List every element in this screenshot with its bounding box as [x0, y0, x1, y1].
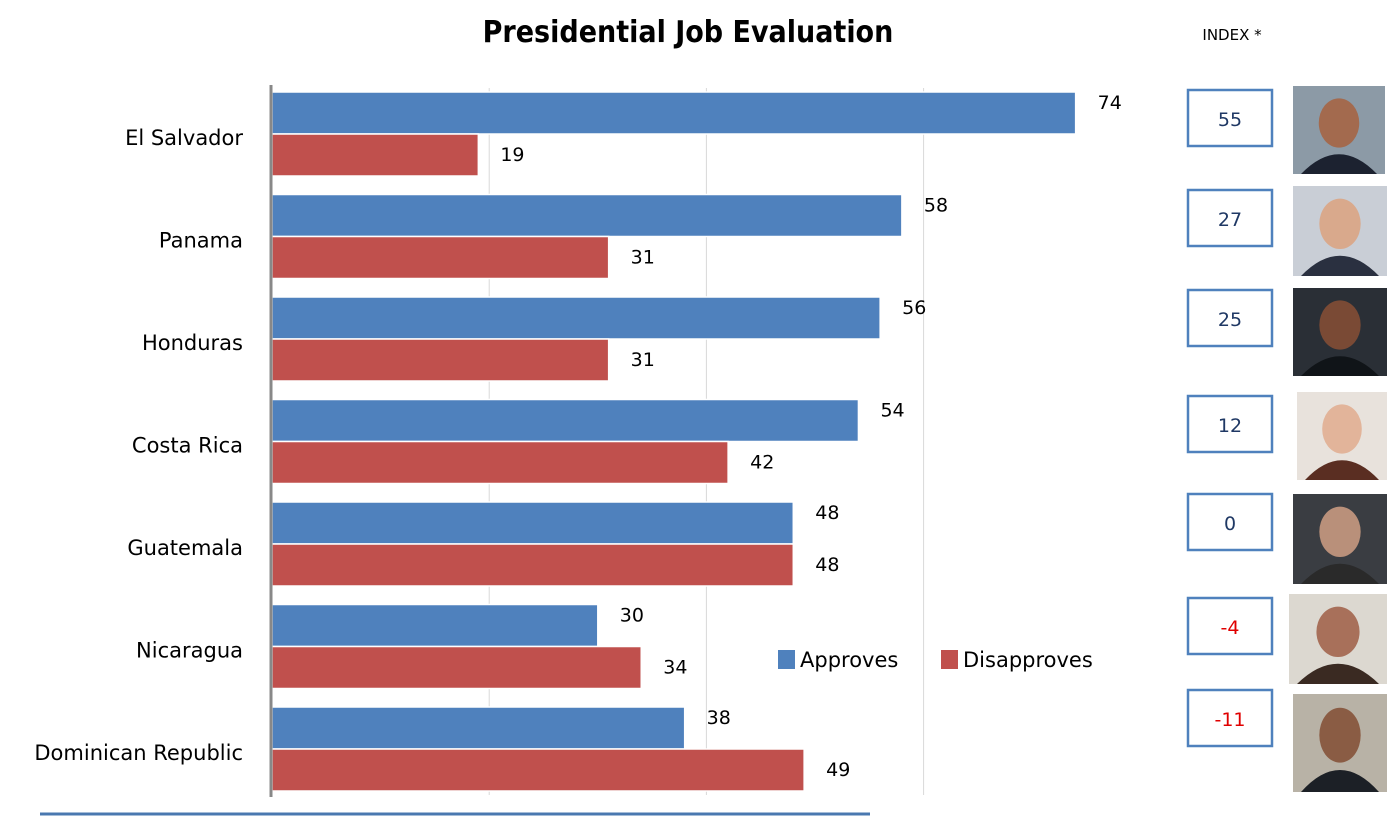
value-label-disapproves: 42 — [750, 452, 774, 474]
index-box — [1186, 596, 1274, 656]
category-label: El Salvador — [125, 126, 243, 150]
bar-approves — [271, 91, 1077, 135]
category-label: Nicaragua — [136, 639, 243, 663]
category-label: Dominican Republic — [34, 741, 243, 765]
index-value: 27 — [1218, 209, 1242, 231]
president-photo — [1293, 86, 1385, 174]
legend-label-approves: Approves — [800, 648, 898, 672]
bar-disapproves — [271, 235, 610, 280]
index-column: 55 27 25 12 0 -4 -11 — [1186, 88, 1274, 748]
index-box — [1186, 188, 1274, 248]
president-photo — [1289, 594, 1387, 684]
value-label-disapproves: 31 — [631, 349, 655, 371]
index-value: 0 — [1224, 513, 1236, 535]
photo-face — [1318, 98, 1360, 148]
legend-swatch-disapproves — [941, 650, 958, 669]
index-value: 25 — [1218, 309, 1242, 331]
value-labels: 74 19 58 31 56 31 54 42 48 48 30 34 38 49 — [500, 92, 1121, 781]
index-box — [1186, 88, 1274, 148]
photo-face — [1319, 506, 1361, 557]
category-label: Costa Rica — [132, 434, 243, 458]
index-value: -4 — [1221, 617, 1240, 639]
value-label-disapproves: 19 — [500, 144, 524, 166]
bar-disapproves — [271, 543, 795, 587]
bar-approves — [271, 603, 599, 648]
photo-face — [1319, 707, 1361, 763]
president-photo — [1297, 392, 1387, 480]
bars — [271, 91, 1077, 792]
photo-shoulders — [1297, 663, 1379, 684]
bar-approves — [271, 398, 860, 443]
value-label-approves: 56 — [902, 297, 926, 319]
value-label-approves: 30 — [620, 605, 644, 627]
president-photo — [1293, 186, 1387, 276]
bar-disapproves — [271, 440, 729, 485]
photo-face — [1319, 198, 1361, 249]
legend-label-disapproves: Disapproves — [963, 648, 1093, 672]
value-label-disapproves: 48 — [815, 554, 839, 576]
value-label-disapproves: 34 — [663, 657, 687, 679]
photo-shoulders — [1305, 460, 1379, 480]
value-label-approves: 48 — [815, 502, 839, 524]
photo-shoulders — [1301, 255, 1379, 276]
category-labels: El Salvador Panama Honduras Costa Rica Guate… — [34, 126, 243, 765]
photo-face — [1316, 606, 1360, 657]
legend: Approves Disapproves — [778, 648, 1093, 672]
category-label: Panama — [159, 229, 243, 253]
index-box — [1186, 288, 1274, 348]
president-photos — [1289, 86, 1387, 792]
bar-disapproves — [271, 748, 805, 792]
photo-shoulders — [1301, 154, 1377, 174]
photo-face — [1322, 404, 1362, 454]
president-photo — [1293, 694, 1387, 792]
index-value: 55 — [1218, 109, 1242, 131]
value-label-approves: 58 — [924, 195, 948, 217]
bar-approves — [271, 706, 686, 750]
president-photo — [1293, 288, 1387, 376]
legend-swatch-approves — [778, 650, 795, 669]
bar-disapproves — [271, 645, 642, 690]
photo-face — [1319, 300, 1361, 350]
bar-approves — [271, 296, 881, 340]
photo-shoulders — [1301, 356, 1379, 376]
index-value: 12 — [1218, 415, 1242, 437]
photo-shoulders — [1301, 563, 1379, 584]
index-box — [1186, 688, 1274, 748]
index-value: -11 — [1214, 709, 1245, 731]
index-header: INDEX * — [1202, 26, 1262, 44]
bar-approves — [271, 501, 795, 545]
index-box — [1186, 492, 1274, 552]
value-label-disapproves: 31 — [631, 247, 655, 269]
value-label-approves: 38 — [707, 707, 731, 729]
value-label-approves: 54 — [880, 400, 904, 422]
category-label: Honduras — [142, 331, 243, 355]
value-label-disapproves: 49 — [826, 759, 850, 781]
category-label: Guatemala — [127, 536, 243, 560]
index-box — [1186, 394, 1274, 454]
bar-disapproves — [271, 338, 610, 382]
bar-disapproves — [271, 133, 480, 177]
bar-approves — [271, 193, 903, 238]
president-photo — [1293, 494, 1387, 584]
photo-shoulders — [1301, 769, 1379, 792]
value-label-approves: 74 — [1098, 92, 1122, 114]
chart-title: Presidential Job Evaluation — [483, 15, 894, 50]
